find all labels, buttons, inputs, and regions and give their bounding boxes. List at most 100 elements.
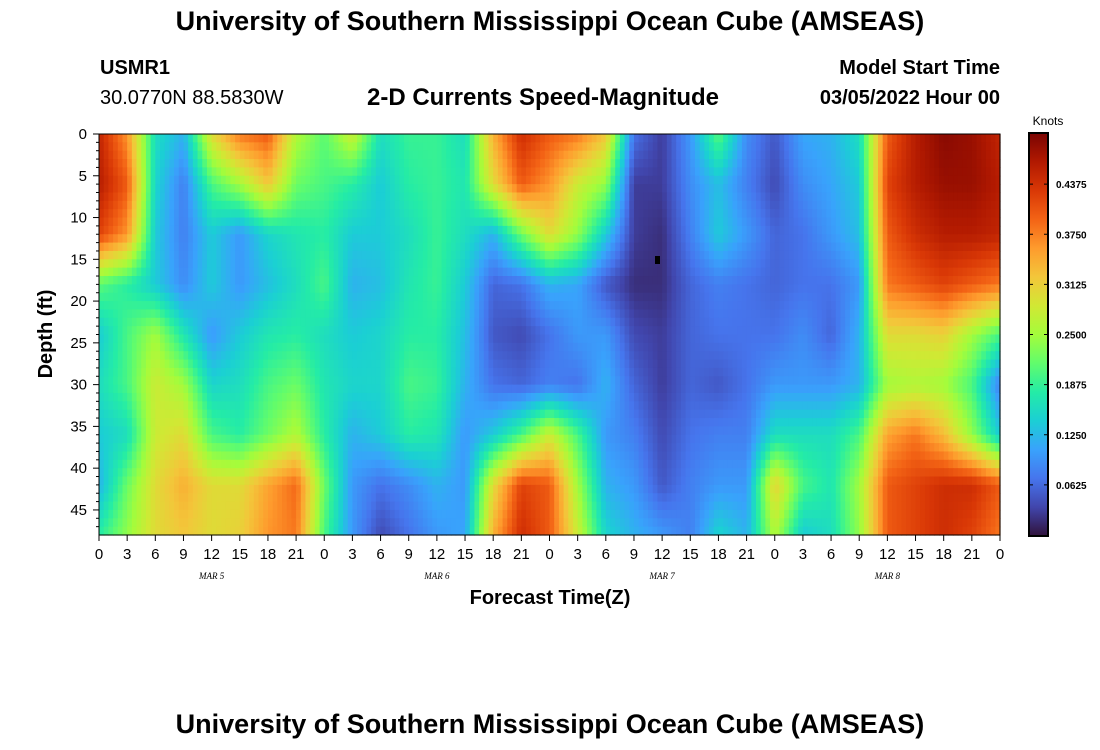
heatmap-cell <box>971 267 978 277</box>
heatmap-cell <box>755 276 762 285</box>
heatmap-cell <box>779 167 785 177</box>
heatmap-cell <box>709 334 715 344</box>
heatmap-cell <box>286 309 292 319</box>
heatmap-cell <box>995 192 1001 202</box>
heatmap-cell <box>615 200 621 210</box>
heatmap-cell <box>117 292 124 302</box>
heatmap-cell <box>554 150 560 160</box>
heatmap-cell <box>558 317 565 327</box>
heatmap-cell <box>145 326 152 336</box>
heatmap-cell <box>108 284 114 294</box>
heatmap-cell <box>938 159 945 169</box>
heatmap-cell <box>324 317 330 327</box>
heatmap-cell <box>333 259 339 269</box>
heatmap-cell <box>206 309 213 319</box>
heatmap-cell <box>591 242 598 252</box>
heatmap-cell <box>943 159 949 169</box>
heatmap-cell <box>723 167 729 177</box>
heatmap-cell <box>798 276 804 285</box>
heatmap-cell <box>305 175 311 185</box>
heatmap-cell <box>648 326 654 336</box>
heatmap-cell <box>183 276 189 285</box>
heatmap-cell <box>277 175 283 185</box>
heatmap-cell <box>272 184 278 194</box>
heatmap-cell <box>469 326 476 336</box>
heatmap-cell <box>577 134 583 143</box>
heatmap-cell <box>957 150 964 160</box>
heatmap-cell <box>230 267 236 277</box>
heatmap-cell <box>455 209 461 219</box>
heatmap-cell <box>868 192 874 202</box>
heatmap-cell <box>840 250 846 260</box>
heatmap-cell <box>526 309 532 319</box>
heatmap-cell <box>108 301 114 311</box>
heatmap-cell <box>798 184 804 194</box>
heatmap-cell <box>136 342 142 352</box>
heatmap-cell <box>305 276 311 285</box>
heatmap-cell <box>352 292 358 302</box>
heatmap-cell <box>230 250 236 260</box>
heatmap-cell <box>446 301 452 311</box>
heatmap-cell <box>652 142 659 152</box>
heatmap-cell <box>253 342 260 352</box>
heatmap-cell <box>155 242 161 252</box>
heatmap-cell <box>113 192 119 202</box>
heatmap-cell <box>507 342 513 352</box>
heatmap-cell <box>868 225 874 235</box>
heatmap-cell <box>887 225 893 235</box>
heatmap-cell <box>432 276 438 285</box>
heatmap-cell <box>497 134 504 143</box>
heatmap-cell <box>310 142 316 152</box>
heatmap-cell <box>436 276 443 285</box>
heatmap-cell <box>310 150 316 160</box>
heatmap-cell <box>230 167 236 177</box>
heatmap-cell <box>338 309 344 319</box>
heatmap-cell <box>835 150 842 160</box>
heatmap-cell <box>774 217 781 227</box>
heatmap-cell <box>516 276 522 285</box>
heatmap-cell <box>230 134 236 143</box>
heatmap-cell <box>436 259 443 269</box>
heatmap-cell <box>779 292 785 302</box>
heatmap-cell <box>995 284 1001 294</box>
heatmap-cell <box>450 192 457 202</box>
heatmap-cell <box>755 200 762 210</box>
heatmap-cell <box>225 150 231 160</box>
heatmap-cell <box>122 292 128 302</box>
heatmap-cell <box>873 292 879 302</box>
heatmap-cell <box>310 326 316 336</box>
heatmap-cell <box>507 192 513 202</box>
heatmap-cell <box>812 159 818 169</box>
heatmap-cell <box>479 292 485 302</box>
heatmap-cell <box>685 342 691 352</box>
heatmap-cell <box>549 142 555 152</box>
heatmap-cell <box>460 242 466 252</box>
heatmap-cell <box>835 317 842 327</box>
heatmap-cell <box>183 342 189 352</box>
heatmap-cell <box>230 217 236 227</box>
heatmap-cell <box>436 217 443 227</box>
heatmap-cell <box>375 334 382 344</box>
heatmap-cell <box>826 142 832 152</box>
heatmap-cell <box>713 217 720 227</box>
heatmap-cell <box>319 292 325 302</box>
heatmap-cell <box>765 192 771 202</box>
heatmap-cell <box>906 225 912 235</box>
heatmap-cell <box>361 159 368 169</box>
heatmap-cell <box>446 326 452 336</box>
heatmap-cell <box>671 301 677 311</box>
heatmap-cell <box>319 209 325 219</box>
heatmap-cell <box>948 292 954 302</box>
heatmap-cell <box>591 192 598 202</box>
heatmap-cell <box>826 267 832 277</box>
heatmap-cell <box>896 142 903 152</box>
heatmap-cell <box>676 167 682 177</box>
heatmap-cell <box>582 217 588 227</box>
heatmap-cell <box>558 200 565 210</box>
heatmap-cell <box>648 225 654 235</box>
heatmap-cell <box>211 342 217 352</box>
heatmap-cell <box>924 142 931 152</box>
heatmap-cell <box>394 217 400 227</box>
heatmap-cell <box>840 259 846 269</box>
heatmap-cell <box>709 225 715 235</box>
